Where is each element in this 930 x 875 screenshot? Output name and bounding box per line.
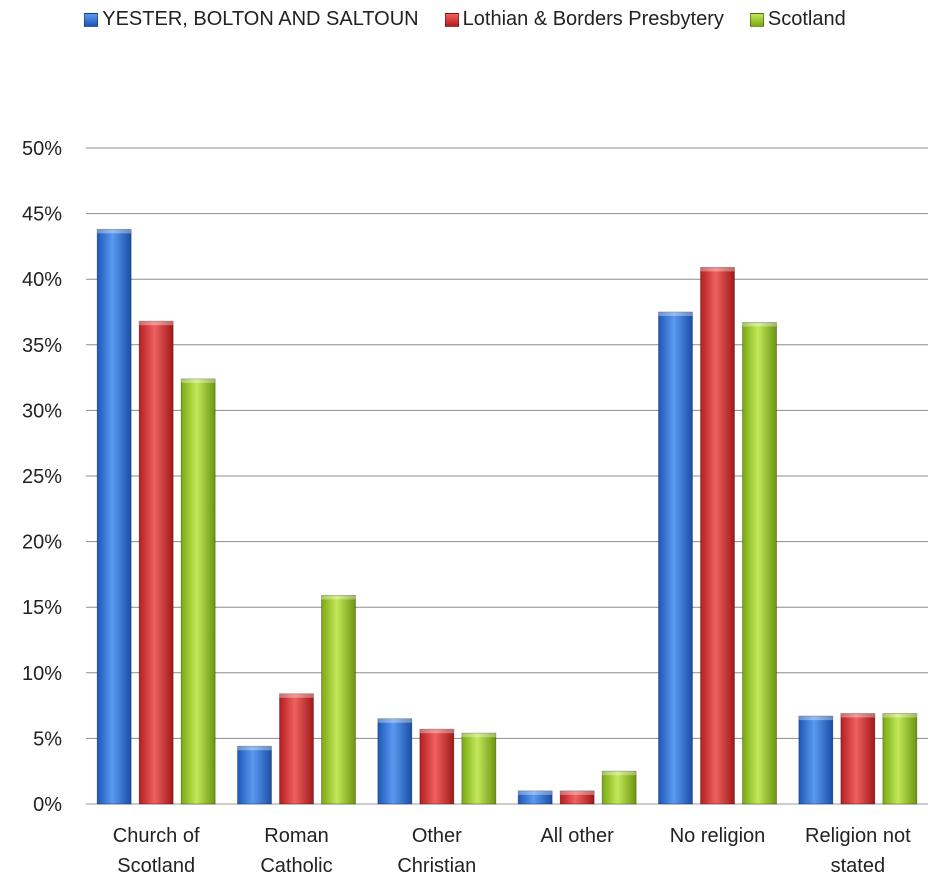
bar-cap: [882, 713, 917, 718]
bar-series-2-cat-4: [559, 790, 595, 805]
y-tick-label: 5%: [33, 728, 62, 750]
legend-swatch-series-1: [84, 12, 99, 27]
grid-lines: [86, 147, 928, 805]
bar-series-1-cat-1: [96, 228, 132, 805]
bar-series-1-cat-5: [658, 311, 693, 805]
y-tick-label: 25%: [22, 466, 62, 488]
bar-cap: [518, 790, 553, 795]
legend-label-series-2: Lothian & Borders Presbytery: [462, 8, 724, 30]
x-category-label: Other Christian: [397, 825, 476, 875]
bar-series-3-cat-6: [882, 713, 918, 805]
legend-swatch-series-3: [749, 12, 764, 27]
bar-cap: [139, 321, 174, 326]
bar-series-3-cat-5: [742, 322, 777, 805]
y-tick-label: 40%: [22, 269, 62, 291]
bar-series-3-cat-4: [601, 770, 637, 805]
y-tick-label: 10%: [22, 663, 62, 685]
bar-series-1-cat-3: [377, 718, 413, 805]
bar-series-1-cat-4: [517, 790, 553, 805]
bar-cap: [377, 718, 412, 723]
x-category-label: Church of Scotland: [113, 825, 200, 875]
bar-cap: [461, 733, 496, 738]
x-category-label: All other: [540, 825, 614, 847]
legend-item-series-3: Scotland: [749, 8, 846, 31]
bar-cap: [840, 713, 875, 718]
bar-cap: [419, 729, 454, 734]
legend-swatch-series-2: [444, 12, 459, 27]
bar-series-3-cat-3: [461, 732, 497, 805]
x-category-label: Religion not stated: [805, 825, 911, 875]
bars: [96, 228, 918, 805]
bar-series-2-cat-3: [419, 728, 455, 805]
bar-series-2-cat-1: [138, 320, 174, 805]
bar-series-2-cat-6: [840, 713, 876, 805]
bar-cap: [560, 790, 595, 795]
legend-label-series-3: Scotland: [767, 8, 846, 30]
bar-cap: [742, 322, 777, 327]
bar-series-2-cat-2: [279, 693, 314, 805]
bar-series-1-cat-2: [237, 745, 272, 805]
bar-cap: [602, 771, 637, 776]
y-tick-label: 0%: [33, 794, 62, 816]
bar-cap: [321, 595, 356, 600]
bar-cap: [181, 378, 216, 383]
bar-series-2-cat-5: [700, 266, 735, 805]
legend-item-series-2: Lothian & Borders Presbytery: [444, 8, 724, 31]
bar-cap: [798, 716, 833, 721]
y-tick-label: 45%: [22, 204, 62, 226]
bar-cap: [658, 312, 693, 316]
y-tick-label: 35%: [22, 335, 62, 357]
y-tick-label: 15%: [22, 597, 62, 619]
legend: YESTER, BOLTON AND SALTOUN Lothian & Bor…: [0, 8, 930, 31]
bar-cap: [97, 229, 132, 234]
bar-series-1-cat-6: [798, 715, 834, 805]
bar-cap: [279, 693, 314, 698]
bar-series-3-cat-2: [321, 594, 356, 805]
y-tick-label: 50%: [22, 138, 62, 160]
x-axis-categories: Church of Scotland Roman Catholic Other Chris…: [113, 825, 911, 875]
legend-item-series-1: YESTER, BOLTON AND SALTOUN: [84, 8, 419, 31]
legend-label-series-1: YESTER, BOLTON AND SALTOUN: [102, 8, 419, 30]
y-tick-label: 30%: [22, 400, 62, 422]
y-axis-ticks: 0% 5% 10% 15% 20% 25% 30% 35% 40% 45% 50%: [22, 138, 62, 816]
x-category-label: No religion: [670, 825, 766, 847]
bar-cap: [237, 746, 272, 751]
x-category-label: Roman Catholic: [260, 825, 332, 875]
bar-cap: [700, 267, 735, 272]
y-tick-label: 20%: [22, 532, 62, 554]
bar-series-3-cat-1: [180, 378, 216, 805]
